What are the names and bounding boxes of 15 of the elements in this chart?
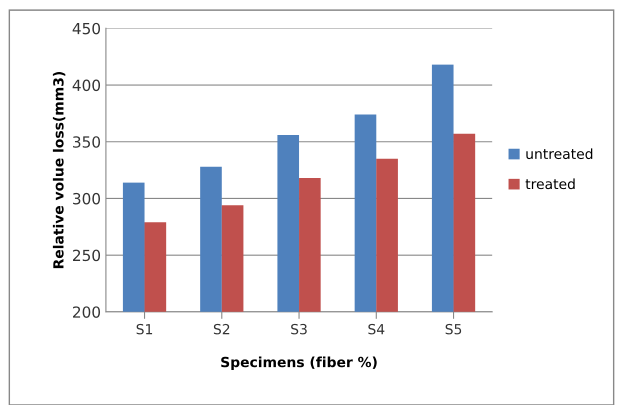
x-axis-title: Specimens (fiber %) (221, 356, 377, 370)
y-tick-label: 250 (73, 250, 100, 262)
y-tick-label: 200 (73, 306, 100, 318)
x-tick-label: S5 (446, 324, 462, 334)
x-tick-label: S1 (136, 324, 152, 334)
y-tick-label: 450 (72, 22, 100, 34)
y-tick-label: 300 (73, 192, 100, 204)
legend-label: untreated (526, 148, 592, 160)
y-axis-title: Relative volue loss(mm3) (52, 72, 66, 268)
x-tick-label: S3 (291, 324, 307, 334)
legend-label: treated (526, 178, 575, 190)
y-tick-label: 400 (72, 80, 100, 92)
x-tick-label: S4 (368, 324, 384, 334)
x-tick-label: S2 (214, 324, 230, 334)
y-tick-label: 350 (73, 136, 100, 148)
